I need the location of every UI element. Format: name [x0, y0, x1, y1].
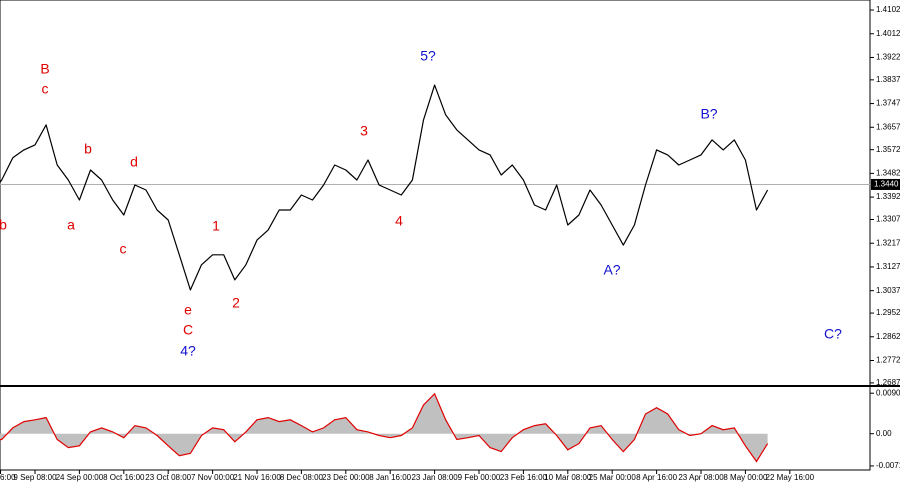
x-tick-label: 9 Sep 08:00 — [13, 473, 57, 482]
wave-label: 4 — [395, 213, 403, 229]
y-tick-label: 1.2862 — [876, 332, 900, 341]
x-tick-label: 6:00 — [0, 473, 16, 482]
x-tick-label: 23 Dec 00:00 — [322, 473, 370, 482]
current-price-box — [871, 178, 900, 190]
y-tick-label: 1.3037 — [876, 286, 900, 295]
wave-label: B? — [700, 106, 717, 122]
wave-label: C? — [824, 326, 842, 342]
y-tick-label: 1.3572 — [876, 145, 900, 154]
x-tick-label: 8 Jan 16:00 — [369, 473, 411, 482]
wave-label: 2 — [232, 295, 240, 311]
wave-label: A? — [603, 262, 620, 278]
wave-label: b — [84, 141, 92, 157]
y-tick-label: 1.3922 — [876, 53, 900, 62]
y-tick-label: 1.4012 — [876, 29, 900, 38]
wave-label: 5? — [420, 48, 436, 64]
x-tick-label: 8 Dec 08:00 — [280, 473, 324, 482]
oscillator-line — [0, 392, 769, 463]
y-tick-label: 0.00904 — [876, 388, 900, 397]
wave-label: b — [0, 217, 7, 233]
wave-label: e — [184, 302, 192, 318]
wave-label: c — [120, 241, 127, 257]
y-tick-label: -0.00719 — [876, 461, 900, 470]
x-tick-label: 21 Nov 16:00 — [233, 473, 281, 482]
x-tick-label: 23 Feb 16:00 — [500, 473, 548, 482]
y-tick-label: 1.3837 — [876, 75, 900, 84]
x-tick-label: 10 Mar 08:00 — [544, 473, 592, 482]
wave-label: 4? — [180, 343, 196, 359]
x-tick-label: 23 Oct 08:00 — [145, 473, 191, 482]
x-tick-label: 25 Mar 00:00 — [589, 473, 637, 482]
y-tick-label: 1.3127 — [876, 262, 900, 271]
y-tick-label: 1.2687 — [876, 378, 900, 387]
y-tick-label: 1.3657 — [876, 122, 900, 131]
oscillator-area — [0, 393, 768, 462]
current-price-label: 1.3440 — [874, 180, 899, 189]
wave-label: d — [130, 154, 138, 170]
x-tick-label: 24 Sep 00:00 — [56, 473, 104, 482]
x-tick-label: 23 Jan 08:00 — [411, 473, 458, 482]
wave-label: B — [40, 61, 49, 77]
y-tick-label: 1.2952 — [876, 308, 900, 317]
y-tick-label: 1.2772 — [876, 356, 900, 365]
x-tick-label: 8 Apr 16:00 — [636, 473, 677, 482]
y-tick-label: 1.4102 — [876, 5, 900, 14]
price-line — [0, 84, 769, 291]
y-tick-label: 1.3482 — [876, 169, 900, 178]
y-tick-label: 1.3307 — [876, 215, 900, 224]
wave-label: c — [42, 81, 49, 97]
x-tick-label: 9 Feb 00:00 — [458, 473, 501, 482]
y-tick-label: 0.00 — [876, 429, 892, 438]
y-tick-label: 1.3392 — [876, 192, 900, 201]
x-tick-label: 7 Nov 00:00 — [191, 473, 235, 482]
wave-label: 3 — [360, 123, 368, 139]
x-tick-label: 22 May 16:00 — [766, 473, 815, 482]
wave-label: 1 — [212, 218, 220, 234]
wave-label: C — [183, 322, 193, 338]
y-tick-label: 1.3217 — [876, 238, 900, 247]
y-tick-label: 1.3747 — [876, 99, 900, 108]
wave-label: a — [67, 217, 75, 233]
x-tick-label: 8 Oct 16:00 — [103, 473, 145, 482]
x-tick-label: 8 May 00:00 — [723, 473, 768, 482]
x-tick-label: 23 Apr 08:00 — [678, 473, 724, 482]
